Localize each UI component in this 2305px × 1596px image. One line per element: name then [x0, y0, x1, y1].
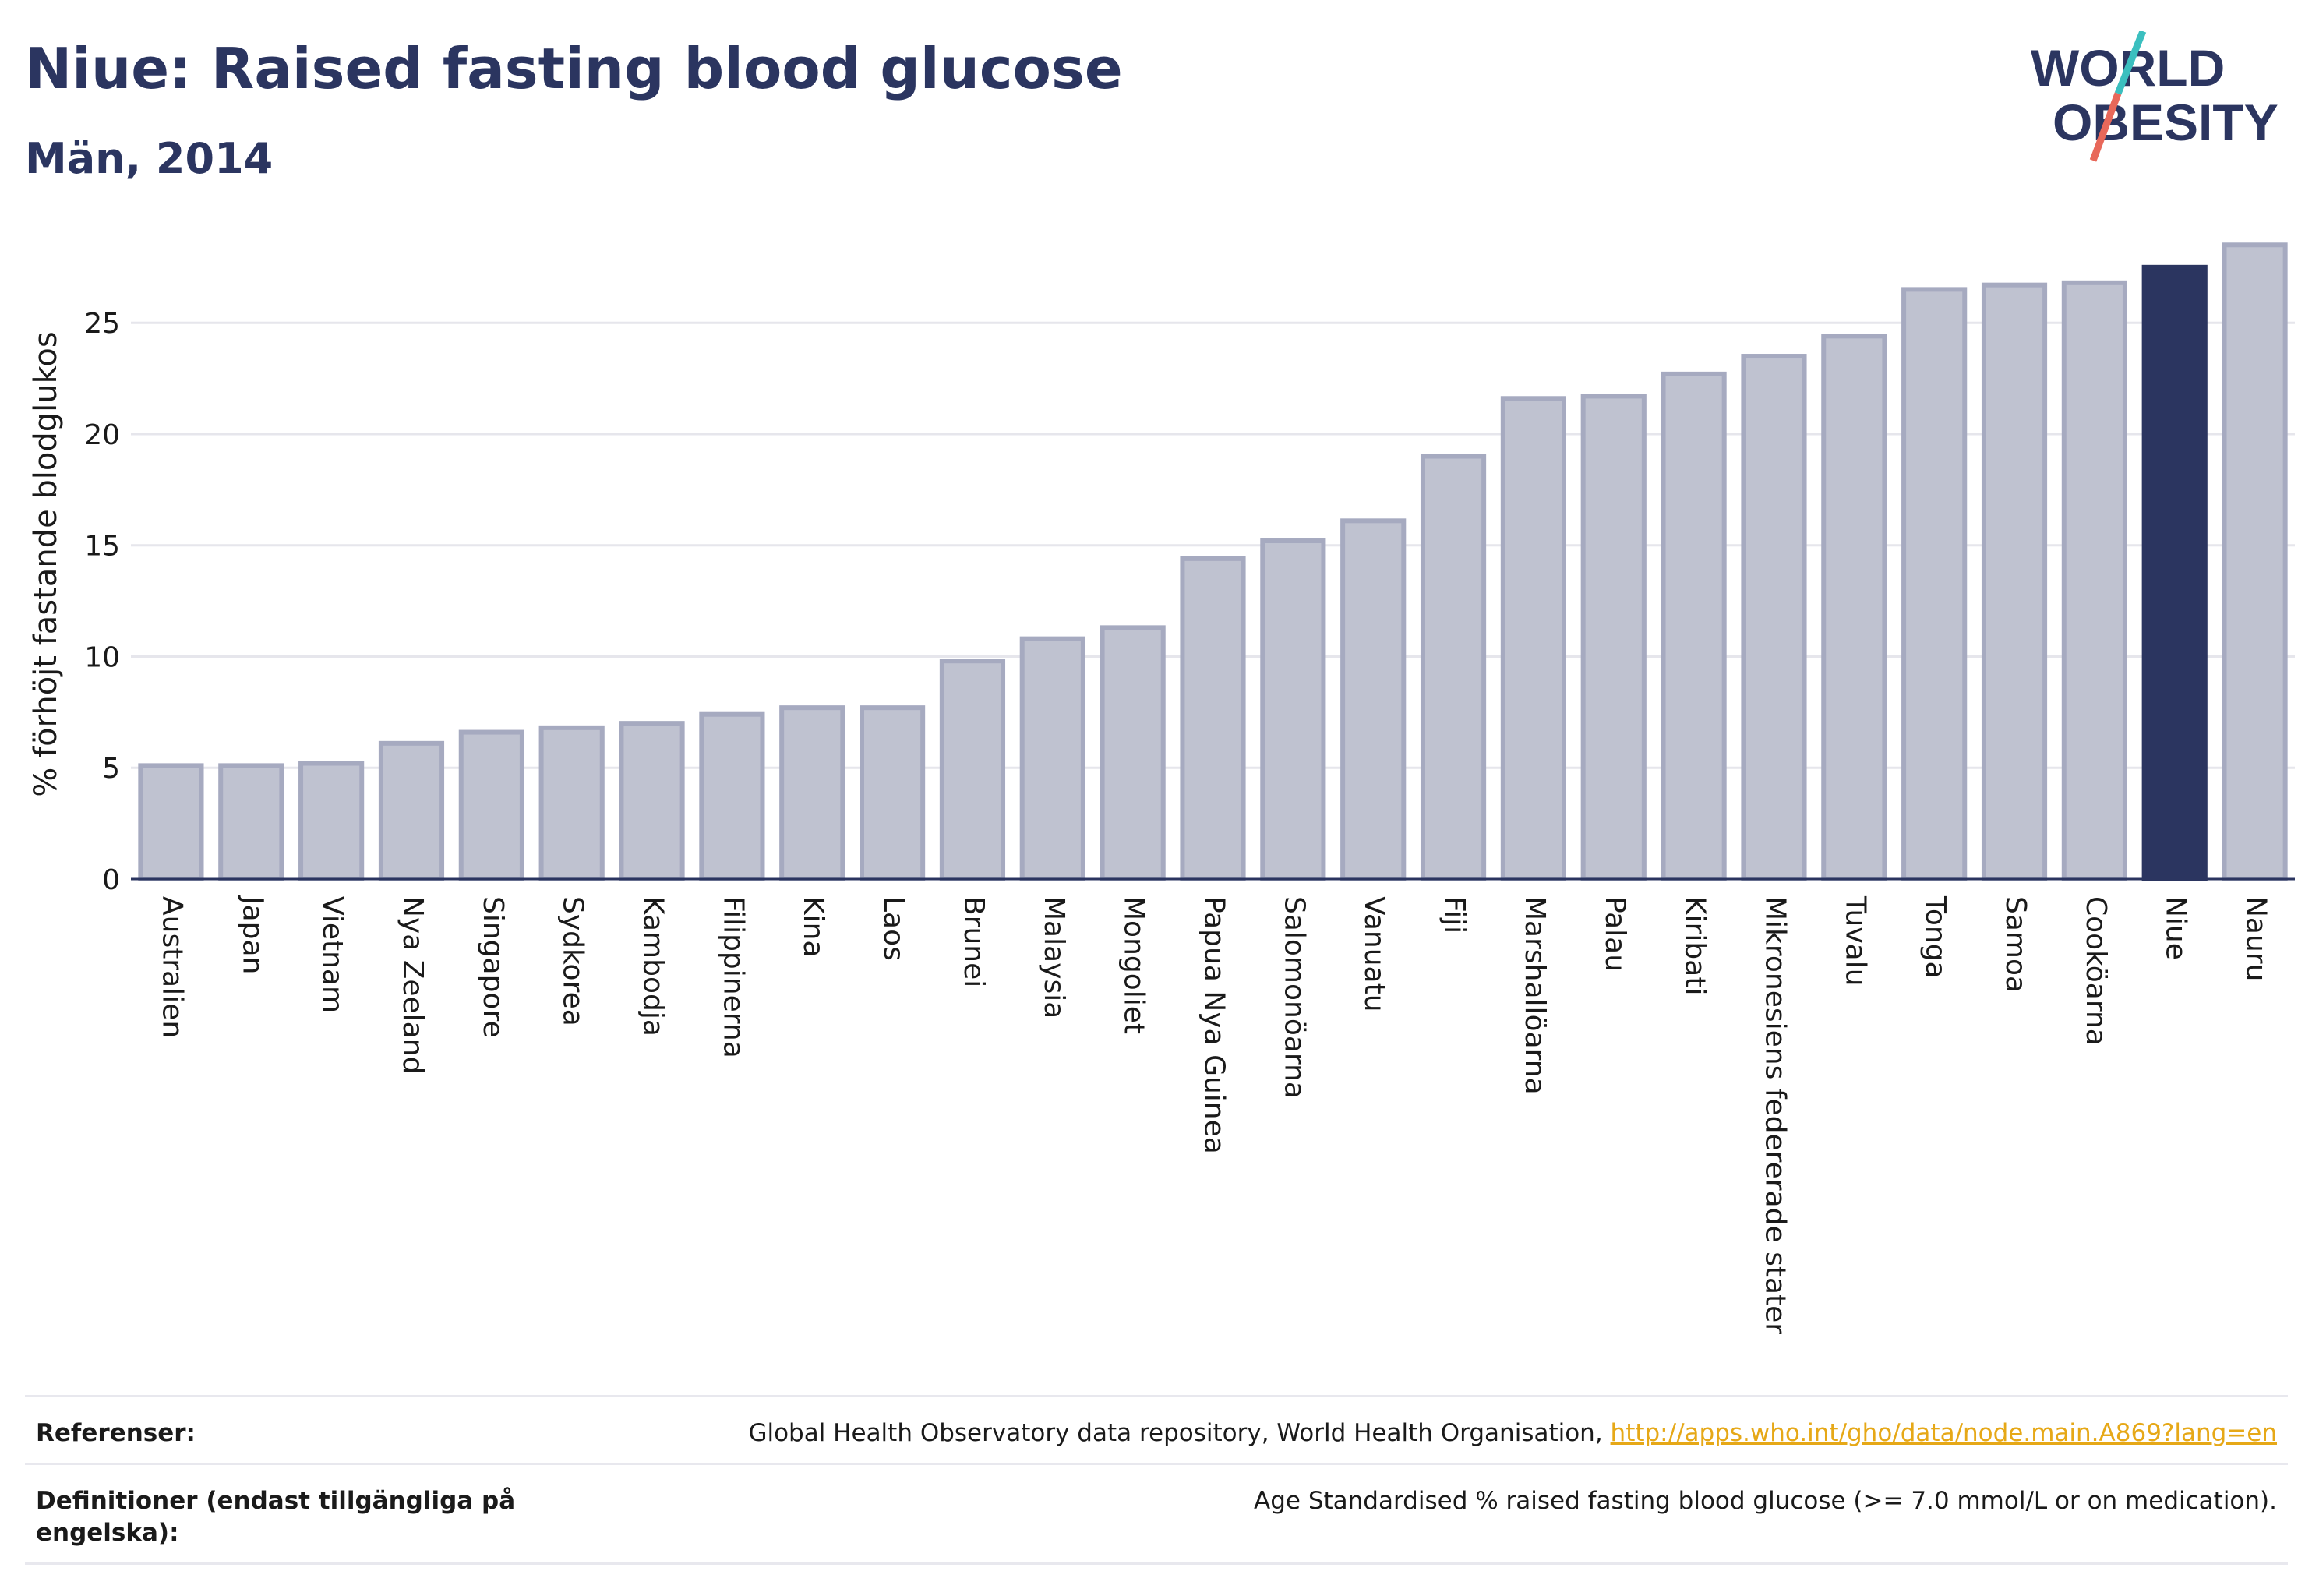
- bar-salomonöarna[interactable]: [1260, 538, 1326, 881]
- bar-singapore[interactable]: [458, 729, 524, 881]
- x-tick-label: Kiribati: [1679, 896, 1711, 995]
- y-tick-label: 15: [84, 531, 120, 563]
- references-text: Global Health Observatory data repositor…: [748, 1419, 1611, 1447]
- x-tick-label: Laos: [877, 896, 909, 961]
- bar-niue[interactable]: [2141, 264, 2208, 881]
- x-tick-label: Salomonöarna: [1278, 896, 1310, 1099]
- footer-table: Referenser: Global Health Observatory da…: [25, 1395, 2288, 1565]
- bar-vanuatu[interactable]: [1340, 518, 1407, 882]
- x-tick-label: Papua Nya Guinea: [1198, 896, 1230, 1154]
- x-tick-label: Kambodja: [637, 896, 669, 1036]
- x-tick-label: Australien: [156, 896, 188, 1038]
- x-tick-label: Japan: [236, 895, 268, 974]
- definitions-label: Definitioner (endast tillgängliga på eng…: [36, 1487, 516, 1547]
- bar-nya-zeeland[interactable]: [378, 740, 445, 881]
- bar-fiji[interactable]: [1420, 454, 1487, 881]
- logo-line-2: OBESITY: [2053, 94, 2279, 151]
- y-tick-label: 20: [84, 419, 120, 451]
- x-tick-label: Marshallöarna: [1519, 896, 1551, 1095]
- chart-title: Niue: Raised fasting blood glucose: [25, 36, 1123, 101]
- bar-kambodja[interactable]: [619, 721, 685, 882]
- y-tick-label: 10: [84, 641, 120, 673]
- references-value: Global Health Observatory data repositor…: [748, 1418, 2277, 1449]
- bar-japan[interactable]: [218, 763, 284, 882]
- bar-laos[interactable]: [860, 705, 926, 882]
- references-link[interactable]: http://apps.who.int/gho/data/node.main.A…: [1610, 1419, 2277, 1447]
- y-tick-label: 25: [84, 308, 120, 340]
- x-tick-label: Mongoliet: [1118, 896, 1150, 1034]
- x-tick-labels: Australien Japan Vietnam Nya Zeeland Singapo…: [156, 895, 2271, 1334]
- x-tick-label: Malaysia: [1038, 896, 1070, 1019]
- x-tick-label: Vanuatu: [1358, 896, 1390, 1012]
- bar-australien[interactable]: [138, 763, 204, 882]
- bar-cooköarna[interactable]: [2061, 280, 2127, 881]
- bar-samoa[interactable]: [1981, 282, 2048, 882]
- world-obesity-logo: WORLD OBESITY: [2031, 31, 2279, 162]
- y-axis-label: % förhöjt fastande blodglukos: [28, 331, 64, 796]
- chart-subtitle: Män, 2014: [25, 134, 274, 183]
- x-tick-label: Tonga: [1919, 895, 1951, 979]
- bar-filippinerna[interactable]: [699, 711, 765, 881]
- bar-kina[interactable]: [779, 705, 845, 882]
- bar-tuvalu[interactable]: [1821, 334, 1887, 881]
- y-tick-label: 0: [102, 864, 120, 896]
- bar-mikronesiens-federerade-stater[interactable]: [1741, 354, 1807, 881]
- bar-brunei[interactable]: [939, 659, 1006, 881]
- x-tick-label: Samoa: [2000, 896, 2031, 993]
- x-tick-label: Filippinerna: [717, 896, 749, 1058]
- x-tick-label: Vietnam: [316, 896, 348, 1013]
- bar-palau[interactable]: [1580, 394, 1647, 881]
- x-tick-label: Tuvalu: [1839, 895, 1871, 987]
- bar-chart: 0 5 10 15 20 25 Australien Japan Vietnam Nya Zee…: [28, 242, 2295, 1334]
- bar-marshallöarna[interactable]: [1500, 396, 1566, 881]
- definitions-row: Definitioner (endast tillgängliga på eng…: [25, 1463, 2288, 1565]
- x-tick-label: Brunei: [958, 896, 990, 987]
- references-row: Referenser: Global Health Observatory da…: [25, 1395, 2288, 1463]
- y-tick-labels: 0 5 10 15 20 25: [84, 308, 120, 896]
- x-tick-label: Sydkorea: [557, 896, 589, 1026]
- x-tick-label: Singapore: [477, 896, 509, 1038]
- x-tick-label: Cooköarna: [2080, 896, 2112, 1046]
- y-tick-label: 5: [102, 753, 120, 785]
- logo-slash-bottom: [2089, 92, 2122, 162]
- x-tick-label: Nya Zeeland: [397, 896, 429, 1074]
- bar-kiribati[interactable]: [1661, 371, 1727, 881]
- x-tick-label: Fiji: [1438, 896, 1470, 934]
- x-tick-label: Niue: [2160, 896, 2192, 960]
- x-tick-label: Mikronesiens federerade stater: [1759, 896, 1791, 1334]
- bar-mongoliet[interactable]: [1100, 625, 1166, 882]
- bar-malaysia[interactable]: [1019, 636, 1085, 881]
- definitions-value: Age Standardised % raised fasting blood …: [1254, 1487, 2277, 1516]
- references-label: Referenser:: [36, 1419, 196, 1447]
- logo-slash-top: [2114, 31, 2147, 95]
- bar-sydkorea[interactable]: [538, 725, 605, 881]
- bar-vietnam[interactable]: [298, 761, 365, 881]
- bar-tonga[interactable]: [1901, 287, 1968, 881]
- bar-nauru[interactable]: [2222, 242, 2288, 881]
- x-tick-label: Nauru: [2240, 896, 2272, 981]
- x-tick-label: Kina: [797, 896, 829, 958]
- bars: [138, 242, 2288, 882]
- x-tick-label: Palau: [1599, 896, 1631, 972]
- bar-papua-nya-guinea[interactable]: [1180, 556, 1246, 881]
